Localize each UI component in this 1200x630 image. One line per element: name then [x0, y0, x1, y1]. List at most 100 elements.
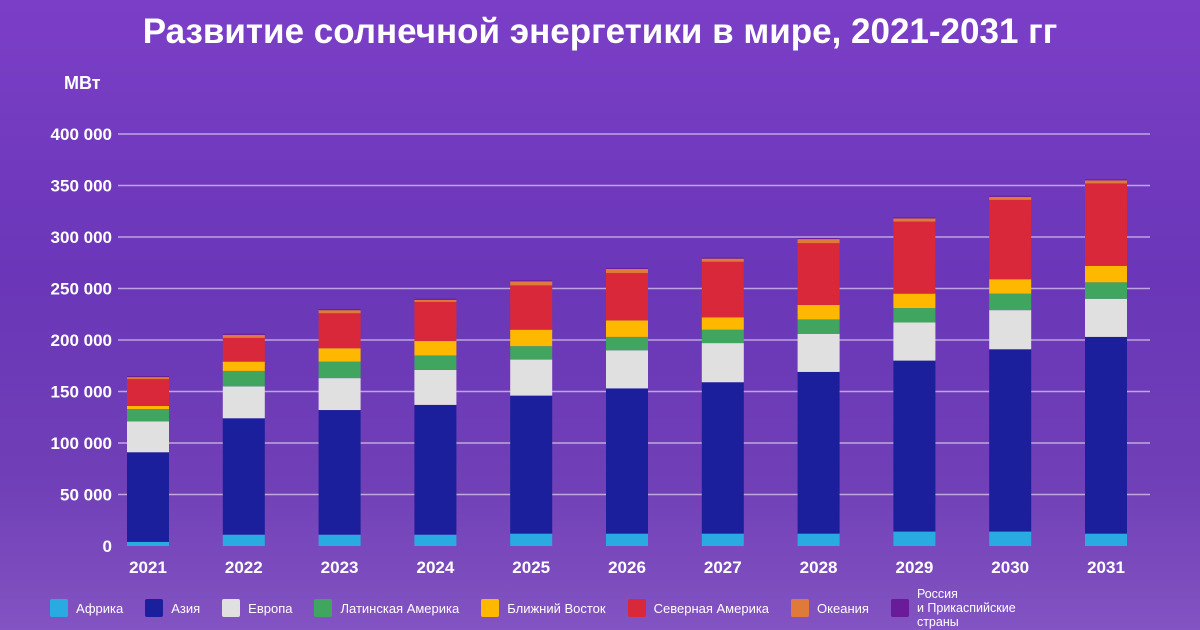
- bar-segment: [318, 410, 361, 535]
- bar-segment: [510, 359, 553, 396]
- bar-segment: [127, 377, 169, 380]
- bar-segment: [989, 531, 1032, 546]
- y-tick-label: 50 000: [60, 486, 112, 505]
- bar-segment: [1085, 533, 1127, 546]
- bar-segment: [797, 243, 840, 305]
- bar-segment: [222, 333, 265, 335]
- bar-segment: [510, 533, 553, 546]
- bar-segment: [222, 534, 265, 546]
- x-tick-label: 2028: [800, 558, 838, 577]
- legend-item: Азия: [145, 599, 200, 617]
- legend-label: Азия: [171, 600, 201, 616]
- bar-segment: [606, 336, 648, 351]
- bar-segment: [701, 261, 744, 318]
- bar-segment: [127, 541, 169, 546]
- bar-segment: [893, 221, 936, 294]
- bar-segment: [414, 301, 457, 342]
- bar-segment: [797, 304, 840, 320]
- bar-segment: [414, 534, 457, 546]
- bar-segment: [318, 310, 361, 314]
- page-title: Развитие солнечной энергетики в мире, 20…: [142, 12, 1058, 51]
- legend-swatch: [791, 599, 810, 617]
- legend-swatch: [222, 599, 241, 617]
- legend-label: Африка: [76, 600, 124, 616]
- bar-segment: [893, 217, 936, 219]
- y-tick-label: 250 000: [51, 280, 112, 299]
- bar-segment: [127, 452, 169, 542]
- bar-segment: [797, 533, 840, 546]
- bar-segment: [797, 239, 840, 244]
- bar-segment: [510, 285, 553, 330]
- x-tick-label: 2027: [704, 558, 742, 577]
- legend-item: Океания: [791, 599, 869, 617]
- legend-swatch: [890, 599, 909, 617]
- legend-swatch: [314, 599, 333, 617]
- bar-segment: [510, 346, 553, 360]
- legend-label: Северная Америка: [653, 600, 770, 616]
- bar-segment: [222, 418, 265, 535]
- bar-segment: [510, 281, 553, 286]
- bar-segment: [989, 195, 1032, 197]
- bar-segment: [893, 531, 936, 546]
- bar-segment: [127, 379, 169, 406]
- bar-segment: [989, 310, 1032, 350]
- y-tick-label: 0: [103, 537, 112, 556]
- bar-segment: [222, 337, 265, 362]
- legend-item: Ближний Восток: [481, 599, 606, 617]
- bar-segment: [222, 334, 265, 338]
- bar-segment: [414, 355, 457, 370]
- bar-segment: [1085, 298, 1127, 337]
- y-tick-label: 300 000: [51, 228, 112, 247]
- bar-segment: [1085, 282, 1127, 299]
- legend-swatch: [627, 599, 646, 617]
- bar-segment: [127, 409, 169, 422]
- bar-segment: [414, 298, 457, 300]
- bar-segment: [414, 404, 457, 535]
- bar-segment: [222, 386, 265, 419]
- bar-segment: [701, 382, 744, 534]
- y-tick-label: 400 000: [51, 125, 112, 144]
- legend-label: Океания: [817, 600, 869, 616]
- bar-segment: [797, 319, 840, 334]
- bar-segment: [606, 273, 648, 321]
- legend-swatch: [145, 599, 164, 617]
- bar-segment: [414, 341, 457, 356]
- bar-segment: [414, 369, 457, 405]
- bar-segment: [989, 293, 1032, 311]
- bar-segment: [893, 360, 936, 532]
- chart-legend: Африка Азия Европа Латинская Америка Ближний…: [50, 587, 1180, 629]
- bar-segment: [701, 257, 744, 259]
- y-tick-label: 350 000: [51, 177, 112, 196]
- bar-segment: [606, 350, 648, 389]
- legend-swatch: [481, 599, 500, 617]
- bar-segment: [510, 329, 553, 347]
- bar-segment: [893, 308, 936, 323]
- bar-segment: [989, 196, 1032, 200]
- bar-segment: [893, 293, 936, 309]
- bar-segment: [701, 317, 744, 330]
- bar-segment: [701, 329, 744, 344]
- bar-segment: [893, 218, 936, 222]
- x-tick-label: 2023: [321, 558, 359, 577]
- y-tick-label: 150 000: [51, 383, 112, 402]
- bar-segment: [989, 349, 1032, 532]
- bar-segment: [701, 343, 744, 383]
- bar-segment: [797, 371, 840, 534]
- bar-segment: [510, 395, 553, 534]
- bar-segment: [318, 309, 361, 311]
- y-tick-label: 200 000: [51, 331, 112, 350]
- bar-segment: [606, 533, 648, 546]
- bar-segment: [318, 534, 361, 546]
- bar-segment: [318, 348, 361, 362]
- bar-segment: [1085, 336, 1127, 534]
- legend-swatch: [50, 599, 68, 617]
- legend-item: Европа: [222, 599, 292, 617]
- bar-segment: [1085, 180, 1127, 184]
- bar-segment: [222, 361, 265, 371]
- legend-label: Ближний Восток: [507, 600, 606, 616]
- x-tick-label: 2029: [895, 558, 933, 577]
- bar-segment: [318, 313, 361, 349]
- bar-segment: [989, 199, 1032, 280]
- y-axis-unit-label: МВт: [64, 73, 101, 93]
